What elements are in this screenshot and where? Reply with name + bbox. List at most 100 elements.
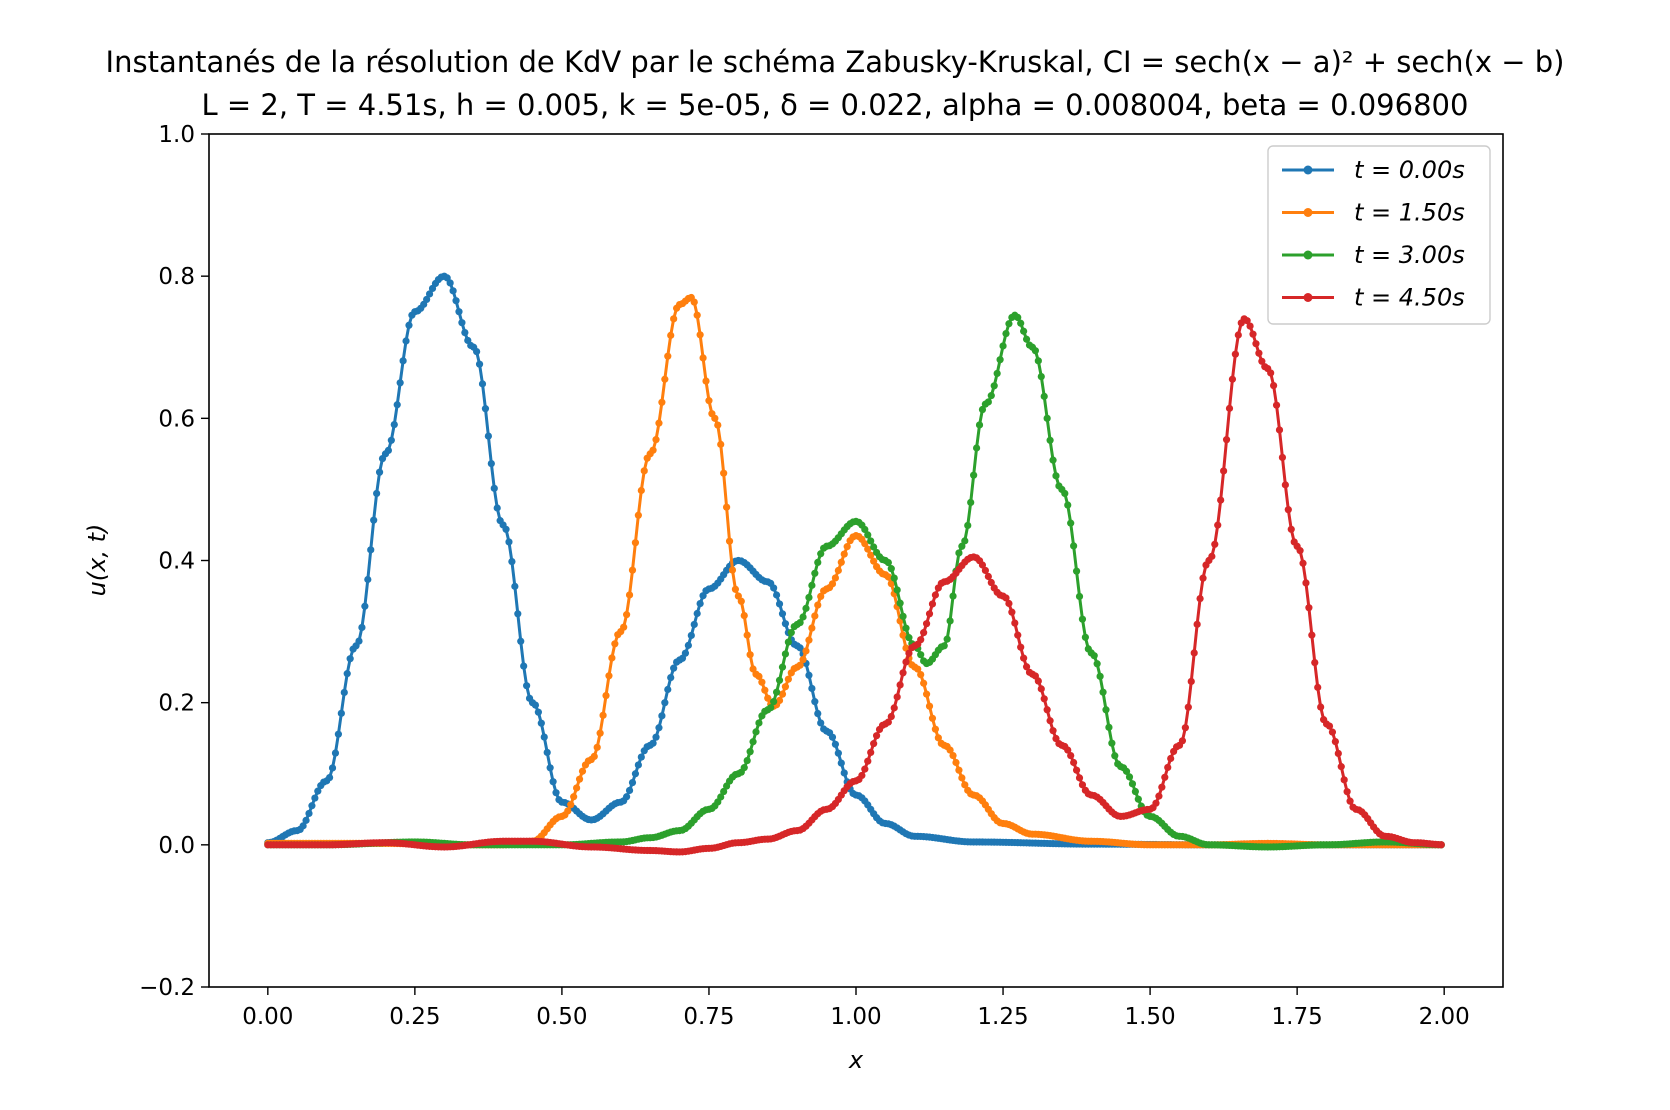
data-point xyxy=(390,420,398,429)
legend-swatch-marker xyxy=(1303,208,1313,217)
data-point xyxy=(452,297,460,305)
data-point xyxy=(423,295,431,304)
legend-label: t = 0.00s xyxy=(1354,156,1465,184)
y-tick-label: 1.0 xyxy=(158,122,195,148)
data-point xyxy=(796,618,804,627)
data-point xyxy=(1164,763,1172,772)
data-point xyxy=(867,537,875,545)
data-point xyxy=(887,565,895,573)
series-1 xyxy=(264,293,1445,849)
data-point xyxy=(902,624,910,632)
data-point xyxy=(740,764,748,772)
data-point xyxy=(931,591,940,599)
data-point xyxy=(1020,654,1028,662)
data-point xyxy=(308,802,316,810)
data-point xyxy=(1049,727,1057,735)
data-point xyxy=(864,531,872,539)
data-point xyxy=(534,708,542,716)
data-point xyxy=(1002,329,1010,338)
data-point xyxy=(652,436,660,444)
data-point xyxy=(834,566,842,575)
data-point xyxy=(1158,783,1166,791)
data-point xyxy=(781,683,790,691)
data-point xyxy=(996,356,1004,364)
data-point xyxy=(775,676,784,684)
data-point xyxy=(1096,672,1104,680)
data-point xyxy=(828,733,837,741)
data-point xyxy=(623,793,631,801)
data-point xyxy=(796,661,804,669)
data-point xyxy=(1014,631,1022,639)
data-point xyxy=(687,631,695,640)
x-tick-label: 0.50 xyxy=(536,1004,587,1030)
data-point xyxy=(1346,797,1354,805)
data-point xyxy=(1075,592,1084,601)
data-point xyxy=(425,290,434,298)
data-point xyxy=(1134,795,1142,803)
data-point xyxy=(770,584,778,592)
data-point xyxy=(837,558,845,566)
data-point xyxy=(1249,330,1257,338)
x-tick-label: 1.50 xyxy=(1124,1004,1175,1030)
data-point xyxy=(896,681,904,689)
plot-area xyxy=(208,133,1504,988)
data-point xyxy=(1040,392,1048,400)
data-point xyxy=(817,719,825,727)
data-point xyxy=(455,308,463,316)
data-point xyxy=(1281,481,1289,489)
data-point xyxy=(1070,758,1078,767)
data-point xyxy=(858,771,866,780)
data-point xyxy=(1043,414,1051,422)
data-point xyxy=(837,759,845,767)
data-point xyxy=(1046,717,1054,725)
data-point xyxy=(487,459,495,468)
data-point xyxy=(743,756,751,765)
x-tick-label: 0.00 xyxy=(242,1004,293,1030)
data-point xyxy=(828,580,837,588)
data-point xyxy=(693,609,701,618)
data-point xyxy=(864,757,872,765)
data-point xyxy=(1317,703,1325,711)
data-point xyxy=(658,712,666,720)
data-point xyxy=(1161,773,1169,781)
data-point xyxy=(1022,335,1031,343)
data-point xyxy=(725,537,734,545)
data-point xyxy=(984,572,992,581)
data-point xyxy=(784,675,792,683)
data-point xyxy=(990,382,998,390)
data-point xyxy=(1331,737,1339,746)
data-point xyxy=(905,649,913,657)
data-point xyxy=(1034,677,1042,685)
data-point xyxy=(778,610,787,618)
data-point xyxy=(917,651,925,659)
data-point xyxy=(652,733,660,741)
data-point xyxy=(340,688,348,697)
data-point xyxy=(1196,594,1204,603)
data-point xyxy=(817,592,825,601)
data-point xyxy=(1305,604,1313,612)
data-point xyxy=(749,738,757,746)
data-point xyxy=(1034,357,1042,365)
data-point xyxy=(649,446,657,454)
data-point xyxy=(805,636,813,644)
data-point xyxy=(681,649,690,657)
data-point xyxy=(631,539,640,547)
data-point xyxy=(605,672,613,680)
data-point xyxy=(831,740,840,748)
x-tick-label: 1.00 xyxy=(830,1004,881,1030)
data-point xyxy=(896,599,904,607)
data-point xyxy=(764,694,772,702)
series-line xyxy=(267,316,1442,854)
data-point xyxy=(593,743,601,751)
data-point xyxy=(1214,521,1222,529)
data-point xyxy=(1181,724,1189,732)
data-point xyxy=(1040,695,1048,703)
data-point xyxy=(634,761,642,769)
data-point xyxy=(1064,501,1072,509)
data-point xyxy=(814,601,822,609)
data-point xyxy=(684,641,692,649)
data-point xyxy=(599,711,607,719)
data-point xyxy=(978,405,987,414)
data-point xyxy=(714,421,722,429)
data-point xyxy=(1220,467,1228,475)
